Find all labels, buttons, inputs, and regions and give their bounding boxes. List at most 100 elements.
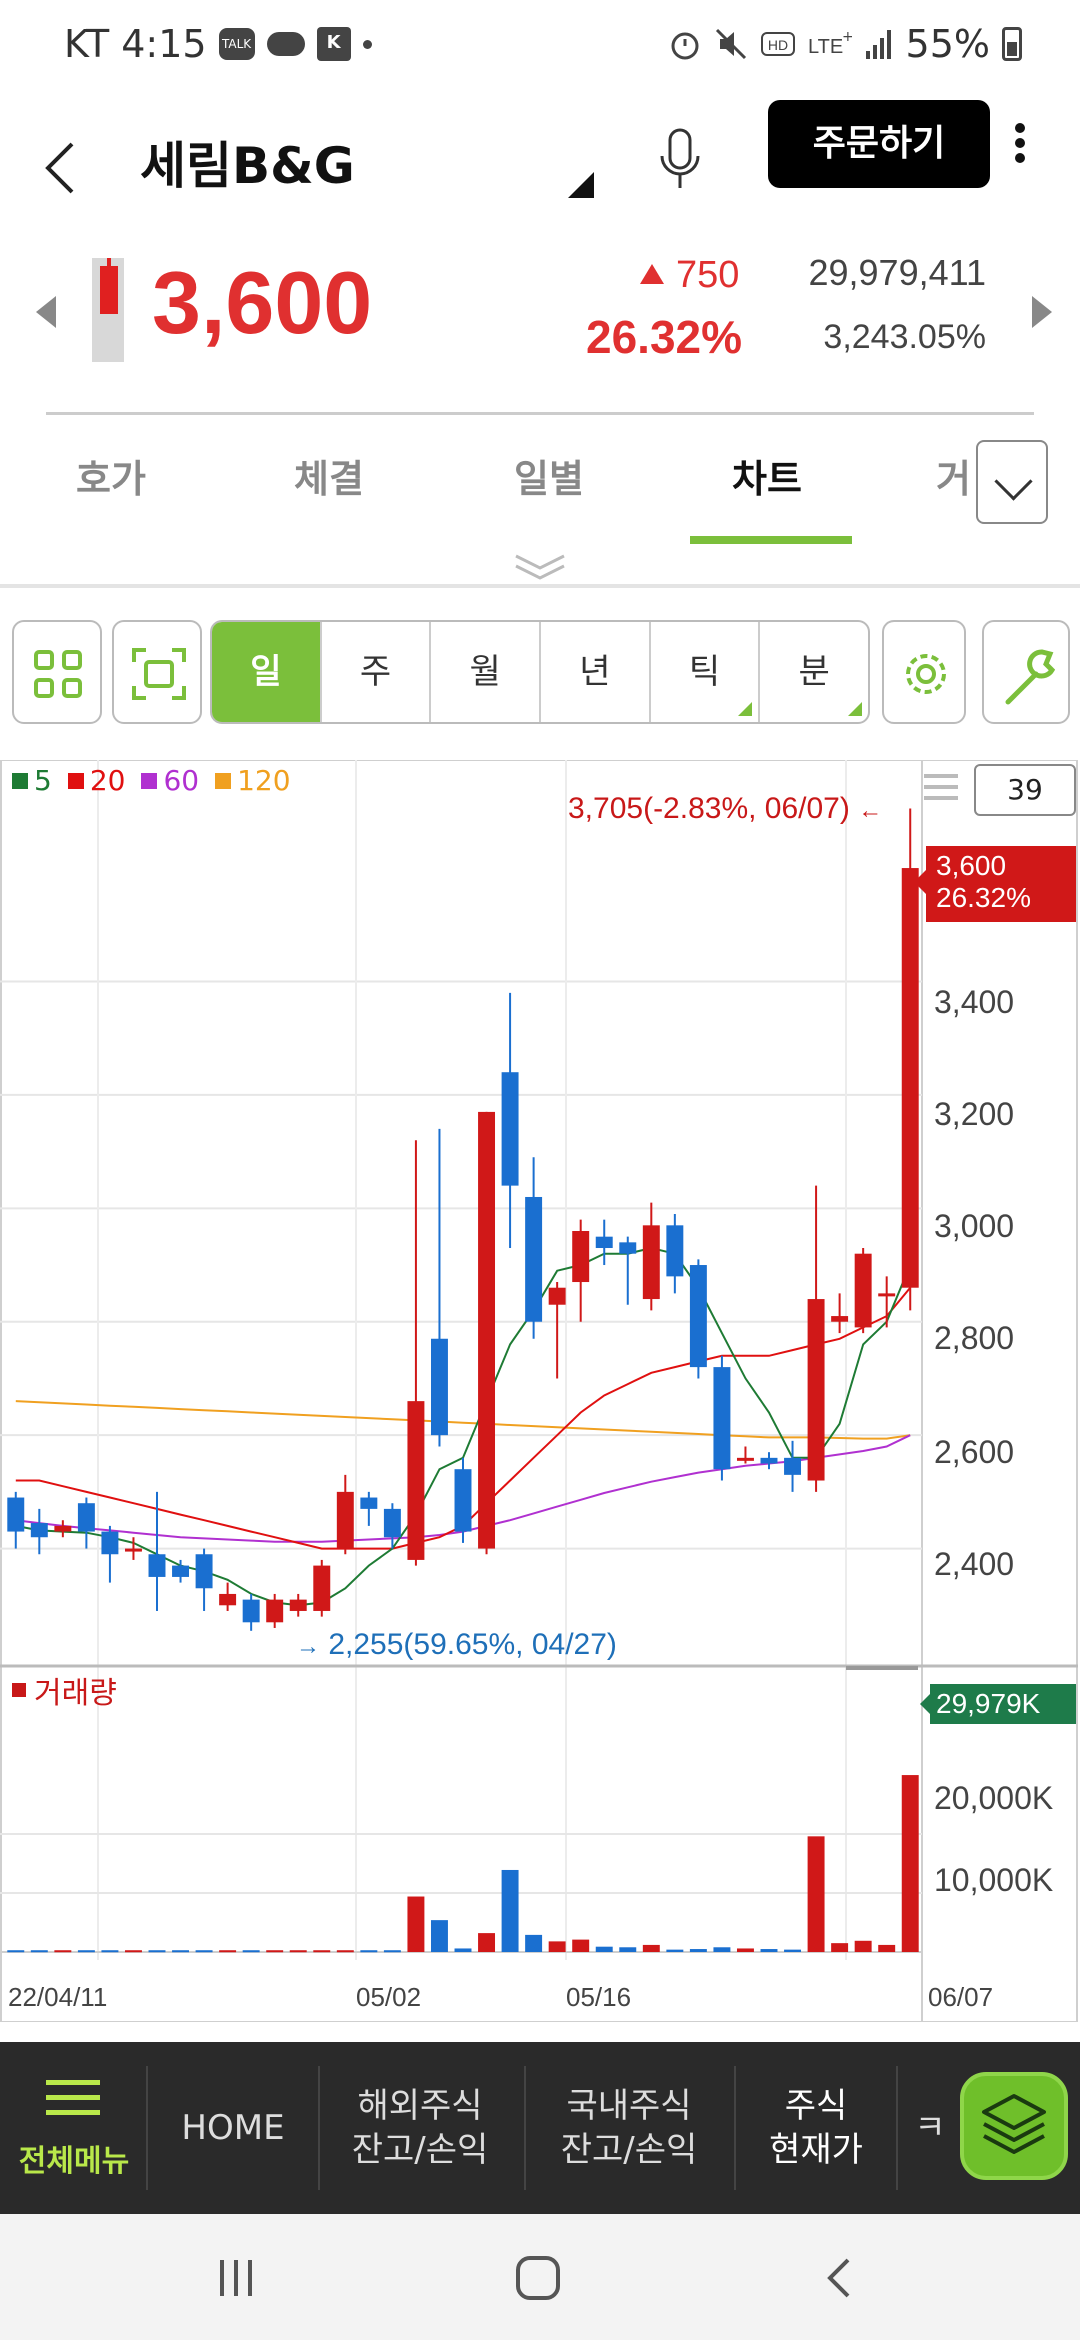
chart-menu-button[interactable] xyxy=(924,774,958,804)
candle-body xyxy=(77,1503,95,1532)
y-tick: 2,800 xyxy=(934,1320,1015,1356)
candle-body xyxy=(831,1316,849,1322)
volume-bar xyxy=(878,1944,896,1952)
candle-body xyxy=(148,1554,166,1577)
recent-apps-icon[interactable] xyxy=(214,2256,258,2300)
candle-body xyxy=(383,1508,401,1538)
app-header: 세림B&G xyxy=(0,96,1080,246)
battery-icon xyxy=(1002,27,1022,61)
candle-body xyxy=(289,1599,307,1611)
nav-stock-price[interactable]: 주식 현재가 xyxy=(769,2086,863,2170)
prev-stock-arrow-icon[interactable] xyxy=(36,296,56,328)
more-dot xyxy=(1015,123,1025,133)
candle-body xyxy=(736,1457,754,1461)
y-tick: 2,400 xyxy=(934,1546,1015,1582)
voice-search-button[interactable] xyxy=(652,114,708,214)
next-stock-arrow-icon[interactable] xyxy=(1032,296,1052,328)
status-bar: KT 4:15 TALK K HD LTE + 55% xyxy=(0,0,1080,96)
tab-execution[interactable]: 체결 xyxy=(294,457,364,501)
tabs-expand-button[interactable] xyxy=(976,440,1048,524)
candle-body xyxy=(219,1593,237,1606)
candle-body xyxy=(172,1565,190,1577)
back-button[interactable] xyxy=(40,118,100,218)
x-tick: 22/04/11 xyxy=(8,1982,108,2012)
all-menu-label[interactable]: 전체메뉴 xyxy=(18,2144,130,2179)
order-button[interactable]: 주문하기 xyxy=(768,100,990,188)
volume-bar xyxy=(784,1949,802,1952)
candle-body xyxy=(313,1565,331,1611)
ma-legend: 5 20 60 120 xyxy=(12,764,291,797)
candle-body xyxy=(454,1469,472,1532)
nav-next[interactable]: ㅋ xyxy=(914,2108,946,2148)
period-day[interactable]: 일 xyxy=(212,622,322,722)
more-dot xyxy=(1015,138,1025,148)
volume-bar xyxy=(760,1949,778,1952)
legend-label: 20 xyxy=(89,764,126,797)
layers-icon xyxy=(982,2094,1046,2154)
svg-text:+: + xyxy=(842,29,852,45)
layers-fab-button[interactable] xyxy=(960,2072,1068,2180)
collapse-chevron-icon[interactable] xyxy=(510,552,570,582)
volume-bar xyxy=(430,1920,448,1952)
volume-y-tick: 10,000K xyxy=(934,1862,1054,1898)
volume-bar xyxy=(407,1896,425,1952)
candle-body xyxy=(901,868,919,1288)
period-year[interactable]: 년 xyxy=(541,622,651,722)
period-week[interactable]: 주 xyxy=(322,622,432,722)
tab-hoga[interactable]: 호가 xyxy=(76,457,146,501)
home-icon[interactable] xyxy=(514,2254,562,2302)
hamburger-menu-icon[interactable] xyxy=(46,2080,100,2120)
candle-body xyxy=(595,1236,613,1249)
y-tick: 3,200 xyxy=(934,1096,1015,1132)
chart-settings-button[interactable] xyxy=(882,620,966,724)
nav-home[interactable]: HOME xyxy=(181,2108,285,2148)
candle-body xyxy=(7,1497,25,1532)
fullscreen-icon xyxy=(132,648,186,700)
candle-body xyxy=(713,1367,731,1470)
volume-bar xyxy=(101,1950,119,1953)
visible-count-input[interactable]: 39 xyxy=(974,764,1076,816)
tab-more[interactable]: 거 xyxy=(936,457,971,501)
period-tick[interactable]: 틱 xyxy=(651,622,761,722)
tab-daily[interactable]: 일별 xyxy=(514,457,584,501)
y-tick: 3,000 xyxy=(934,1208,1015,1244)
candle-body xyxy=(195,1554,213,1589)
active-tab-indicator xyxy=(690,536,852,544)
nav-domestic-balance[interactable]: 국내주식 잔고/손익 xyxy=(560,2086,698,2170)
tabs-divider xyxy=(0,584,1080,588)
y-tick: 2,600 xyxy=(934,1434,1015,1470)
legend-ma20: 20 xyxy=(67,764,126,797)
grid-layout-button[interactable] xyxy=(12,620,102,724)
candle-body xyxy=(878,1293,896,1297)
price-chart[interactable] xyxy=(0,760,1080,2022)
notification-dot-icon xyxy=(362,39,372,49)
submenu-corner-icon xyxy=(848,702,863,716)
nav-overseas-balance[interactable]: 해외주식 잔고/손익 xyxy=(351,2086,489,2170)
volume-bar xyxy=(525,1934,543,1952)
more-options-button[interactable] xyxy=(1000,118,1040,178)
stock-name[interactable]: 세림B&G xyxy=(140,137,355,195)
candle-body xyxy=(619,1242,637,1254)
tab-chart[interactable]: 차트 xyxy=(732,457,802,501)
volume-bar xyxy=(901,1775,919,1952)
current-price: 3,600 xyxy=(152,253,373,352)
stock-dropdown-icon[interactable] xyxy=(568,172,594,198)
volume-ratio: 3,243.05% xyxy=(823,318,986,356)
kakaotalk-icon: TALK xyxy=(218,28,255,60)
wrench-icon xyxy=(1005,649,1056,705)
system-navigation-bar xyxy=(0,2214,1080,2340)
volume-bar xyxy=(360,1950,378,1953)
volume-y-tick: 20,000K xyxy=(934,1780,1054,1816)
mute-icon xyxy=(715,28,746,60)
period-minute[interactable]: 분 xyxy=(760,622,868,722)
microphone-icon xyxy=(660,128,700,188)
period-month[interactable]: 월 xyxy=(431,622,542,722)
fullscreen-button[interactable] xyxy=(112,620,202,724)
change-percent: 26.32% xyxy=(586,311,743,363)
back-nav-icon[interactable] xyxy=(824,2256,854,2300)
svg-text:HD: HD xyxy=(767,37,787,53)
nav-separator xyxy=(318,2066,320,2190)
submenu-corner-icon xyxy=(738,702,753,716)
candle-body xyxy=(548,1287,566,1305)
chart-tools-button[interactable] xyxy=(982,620,1070,724)
